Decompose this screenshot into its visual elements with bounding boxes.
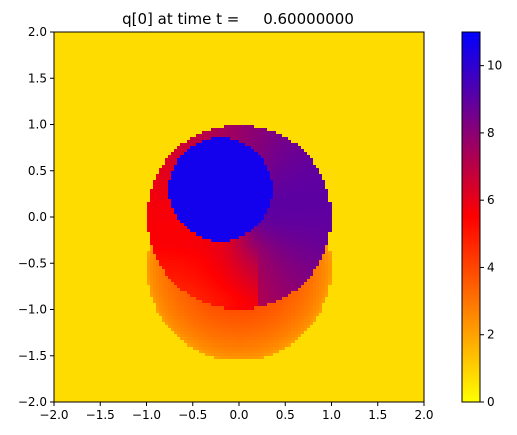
colorbar-tick-label: 8 — [487, 126, 495, 140]
colorbar-tick-label: 4 — [487, 260, 495, 274]
y-tick-label: −1.0 — [18, 303, 47, 317]
x-tick-label: 1.0 — [322, 408, 341, 422]
x-tick-label: 2.0 — [414, 408, 433, 422]
colorbar: 0 2 4 6 8 10 — [461, 31, 502, 409]
y-tick-label: −0.5 — [18, 256, 47, 270]
colorbar-gradient — [461, 31, 481, 403]
x-tick-label: 0.5 — [276, 408, 295, 422]
x-tick-label: −1.5 — [86, 408, 115, 422]
y-tick-label: 1.5 — [28, 71, 47, 85]
chart-title: q[0] at time t = 0.60000000 — [122, 10, 354, 28]
plot-area — [53, 31, 425, 403]
x-tick-label: −0.5 — [178, 408, 207, 422]
x-tick-label: 0.0 — [229, 408, 248, 422]
colorbar-ticks: 0 2 4 6 8 10 — [480, 59, 502, 409]
colorbar-tick-label: 0 — [487, 395, 495, 409]
y-tick-label: −2.0 — [18, 395, 47, 409]
y-tick-label: 0.5 — [28, 164, 47, 178]
colorbar-tick-label: 6 — [487, 193, 495, 207]
colorbar-tick-label: 10 — [487, 59, 502, 73]
x-tick-label: −1.0 — [132, 408, 161, 422]
colorbar-tick-label: 2 — [487, 328, 495, 342]
y-tick-label: −1.5 — [18, 349, 47, 363]
x-tick-label: 1.5 — [368, 408, 387, 422]
y-tick-label: 0.0 — [28, 210, 47, 224]
heatmap-field — [54, 32, 424, 402]
x-tick-label: −2.0 — [39, 408, 68, 422]
y-tick-label: 1.0 — [28, 118, 47, 132]
y-axis: −2.0 −1.5 −1.0 −0.5 0.0 0.5 1.0 1.5 2.0 — [18, 25, 54, 409]
y-tick-label: 2.0 — [28, 25, 47, 39]
x-axis: −2.0 −1.5 −1.0 −0.5 0.0 0.5 1.0 1.5 2.0 — [39, 402, 434, 422]
